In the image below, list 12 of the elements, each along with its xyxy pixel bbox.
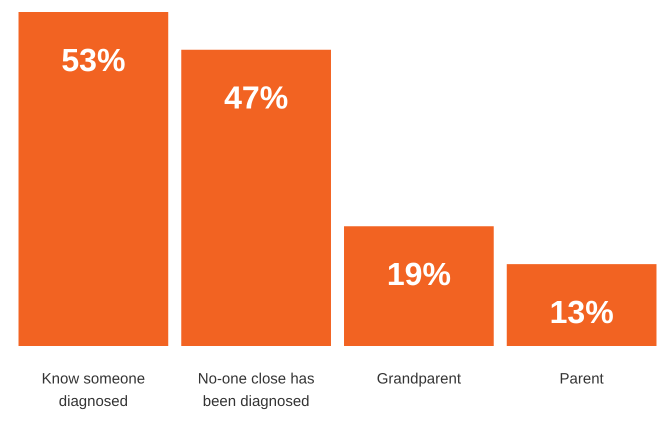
bar (506, 264, 656, 346)
bar (344, 226, 494, 346)
bar (181, 50, 331, 346)
x-tick-label: Know someone diagnosed (42, 370, 146, 410)
data-label: 47% (224, 80, 288, 116)
x-tick-label: Parent (560, 370, 605, 388)
data-label: 19% (386, 256, 451, 292)
x-tick-label: No-one close has been diagnosed (198, 370, 314, 410)
data-label: 53% (61, 42, 126, 78)
data-label: 13% (550, 294, 614, 330)
x-tick-label: Grandparent (376, 370, 462, 388)
bar (18, 12, 168, 346)
